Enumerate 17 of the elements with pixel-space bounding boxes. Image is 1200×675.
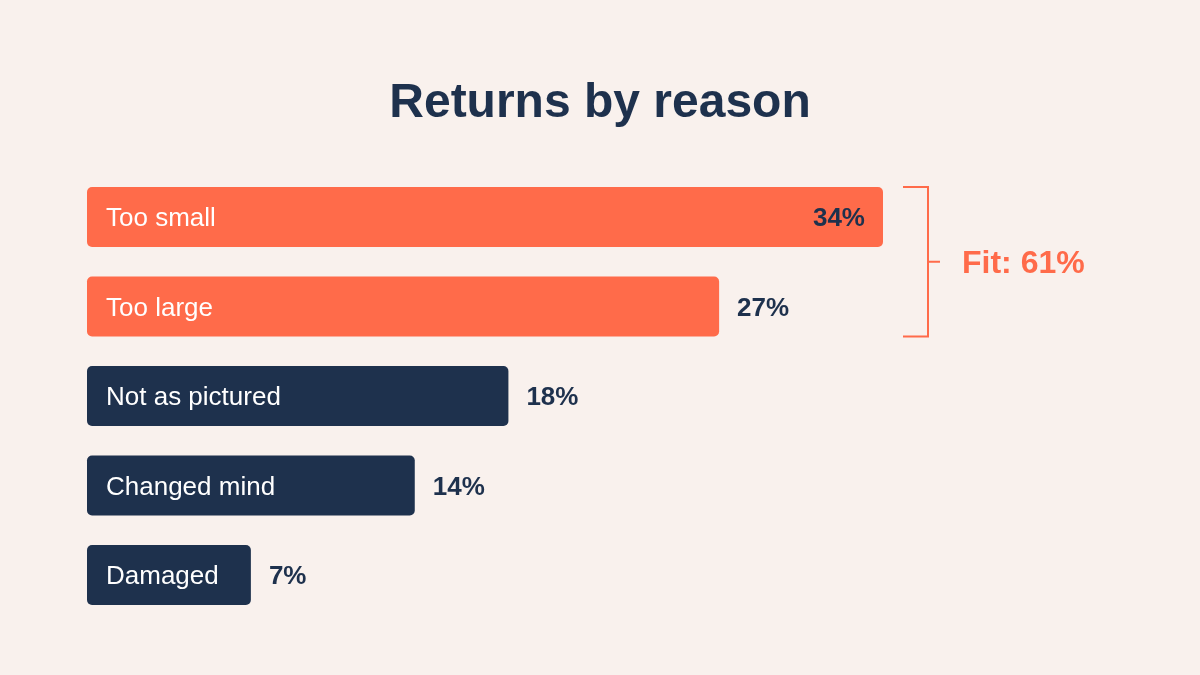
bar xyxy=(87,276,720,337)
data-label: 14% xyxy=(432,470,485,501)
y-tick-label: Damaged xyxy=(106,560,219,590)
bar xyxy=(87,187,883,247)
data-label: 18% xyxy=(526,381,579,411)
data-label: 34% xyxy=(812,202,865,232)
data-label: 7% xyxy=(268,560,307,590)
y-tick-label: Too large xyxy=(106,291,213,322)
bar xyxy=(87,455,415,516)
y-tick-label: Too small xyxy=(106,202,216,232)
y-tick-label: Changed mind xyxy=(106,470,276,501)
y-tick-label: Not as pictured xyxy=(106,381,281,411)
data-label: 27% xyxy=(737,291,790,322)
text: Fit: 61% xyxy=(962,243,1085,280)
bar xyxy=(87,545,251,605)
chart-title: Returns by reason xyxy=(389,74,811,127)
bar xyxy=(87,366,509,426)
